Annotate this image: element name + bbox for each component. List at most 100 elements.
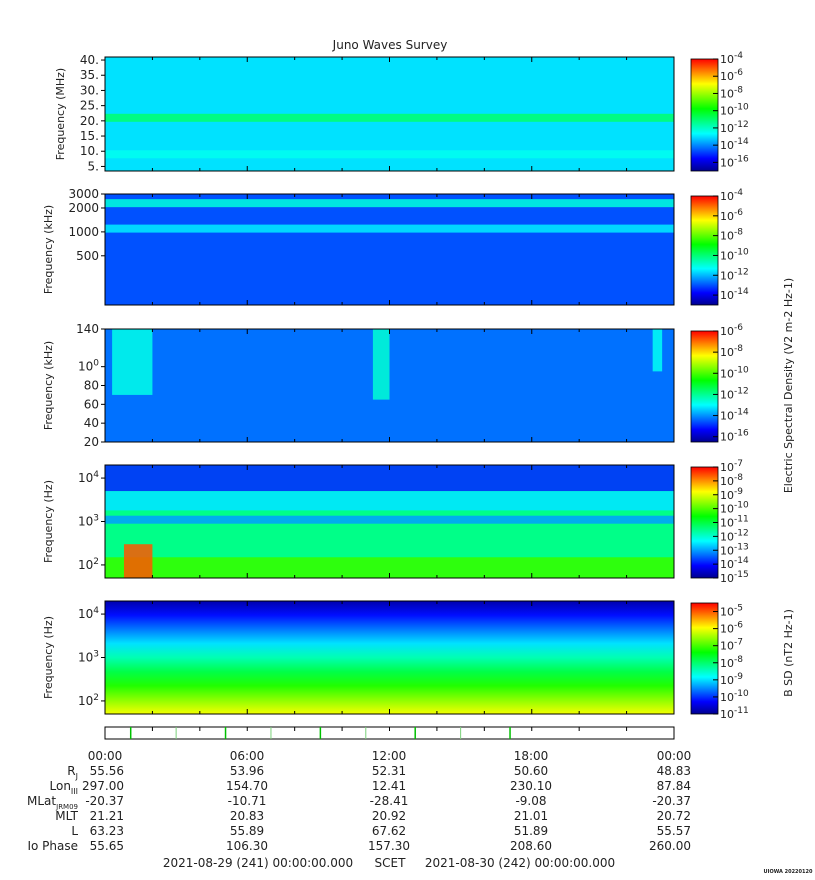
ephemeris-value: 20.83	[230, 809, 264, 823]
colorbar-tick-label: 10-6	[720, 323, 743, 338]
y-tick-label: 5.	[88, 159, 99, 173]
colorbar-tick-label: 10-7	[720, 638, 743, 653]
y-tick-label: 20	[84, 435, 99, 449]
ephemeris-value: 297.00	[82, 779, 124, 793]
footer: 2021-08-29 (241) 00:00:00.000 SCET 2021-…	[163, 856, 813, 875]
colorbar-tick-label: 10-16	[720, 429, 749, 444]
colorbar-tick-label: 10-5	[720, 604, 743, 619]
y-tick-label: 103	[78, 650, 99, 665]
colorbar-tick-label: 10-15	[720, 570, 749, 585]
ephemeris-row: L 63.23 55.89 67.62 51.89 55.57	[71, 824, 691, 838]
ephemeris-value: -20.37	[652, 794, 691, 808]
ephemeris-value: 55.57	[657, 824, 691, 838]
y-tick-label: 102	[78, 557, 99, 572]
ephemeris-row: LonIII 297.00 154.70 12.41 230.10 87.84	[50, 779, 692, 796]
y-tick-label: 2000	[68, 201, 99, 215]
colorbar-label: Electric Spectral Density (V2 m-2 Hz-1)	[782, 278, 795, 493]
colorbar-tick-label: 10-12	[720, 528, 749, 543]
ephemeris-row: MLT 21.21 20.83 20.92 21.01 20.72	[55, 809, 691, 823]
colorbar-tick-label: 10-8	[720, 344, 743, 359]
colorbar-tick-label: 10-10	[720, 365, 749, 380]
colorbar	[690, 330, 719, 443]
footer-start-time: 2021-08-29 (241) 00:00:00.000	[163, 856, 353, 870]
ephemeris-value: 21.21	[90, 809, 124, 823]
emission-patch	[112, 329, 153, 395]
y-axis-label: Frequency (Hz)	[42, 480, 55, 563]
y-axis-label: Frequency (MHz)	[54, 68, 67, 160]
ephemeris-value: 230.10	[510, 779, 552, 793]
spectrogram-background	[105, 194, 674, 305]
colorbar-tick-label: 10-6	[720, 621, 743, 636]
y-tick-label: 20.	[80, 114, 99, 128]
ephemeris-value: -10.71	[228, 794, 267, 808]
time-label: 12:00	[372, 749, 407, 763]
emission-patch	[372, 329, 390, 400]
emission-region	[105, 557, 674, 578]
footer-scet-label: SCET	[375, 856, 407, 870]
colorbar-tick-label: 10-11	[720, 515, 749, 530]
time-label: 18:00	[514, 749, 549, 763]
colorbar-tick-label: 10-13	[720, 542, 749, 557]
ephemeris-value: 55.56	[90, 764, 124, 778]
y-tick-label: 140	[76, 322, 99, 336]
colorbar-tick-label: 10-4	[720, 188, 743, 203]
emission-band	[105, 150, 674, 159]
ephemeris-value: 67.62	[372, 824, 406, 838]
ephemeris-value: 157.30	[368, 839, 410, 853]
colorbar-tick-label: 10-8	[720, 85, 743, 100]
y-tick-label: 104	[78, 470, 99, 485]
colorbar-tick-label: 10-4	[720, 51, 743, 66]
colorbar-tick-label: 10-14	[720, 287, 749, 302]
y-tick-label: 102	[78, 693, 99, 708]
ephemeris-value: -9.08	[515, 794, 546, 808]
ephemeris-row-label: RJ	[67, 764, 78, 781]
ephemeris-value: 106.30	[226, 839, 268, 853]
y-tick-label: 25.	[80, 99, 99, 113]
y-tick-label: 60	[84, 397, 99, 411]
y-tick-label: 40	[84, 416, 99, 430]
y-axis-label: Frequency (kHz)	[42, 205, 55, 294]
y-tick-label: 10.	[80, 144, 99, 158]
ephemeris-value: -28.41	[370, 794, 409, 808]
colorbar-tick-label: 10-10	[720, 501, 749, 516]
spectrogram-panels: 40.35.30. 25.20.15.10.5. Frequency (MHz) 10…	[42, 51, 795, 721]
ephemeris-row-label: L	[71, 824, 78, 838]
ephemeris-value: 53.96	[230, 764, 264, 778]
ephemeris-value: 63.23	[90, 824, 124, 838]
time-label: 00:00	[657, 749, 692, 763]
footer-credit: UIOWA 20220120	[764, 869, 813, 875]
ephemeris-value: 87.84	[657, 779, 691, 793]
footer-end-time: 2021-08-30 (242) 00:00:00.000	[425, 856, 615, 870]
y-tick-label: 100	[78, 359, 99, 374]
colorbar-tick-label: 10-9	[720, 672, 743, 687]
y-axis-label: Frequency (kHz)	[42, 341, 55, 430]
colorbar-tick-label: 10-6	[720, 68, 743, 83]
colorbar-tick-label: 10-7	[720, 459, 743, 474]
ephemeris-row-label: MLT	[55, 809, 78, 823]
panel-magnetic: 104 103 102 Frequency (Hz) 10-5 10-6 10-7 10-8 1…	[42, 600, 795, 721]
emission-patch	[123, 544, 153, 578]
ephemeris-value: 20.72	[657, 809, 691, 823]
colorbar-tick-label: 10-8	[720, 228, 743, 243]
ephemeris-row: RJ 55.56 53.96 52.31 50.60 48.83	[67, 764, 691, 781]
ephemeris-row-label: LonIII	[50, 779, 79, 796]
y-tick-label: 104	[78, 606, 99, 621]
colorbar-tick-label: 10-14	[720, 408, 749, 423]
ephemeris-value: 51.89	[514, 824, 548, 838]
y-tick-label: 3000	[68, 187, 99, 201]
ephemeris-row-label: Io Phase	[27, 839, 78, 853]
panel-lfr-low: 104 103 102 Frequency (Hz) 10-710-810-910-10…	[42, 459, 749, 585]
ephemeris-value: 154.70	[226, 779, 268, 793]
chart-title: Juno Waves Survey	[332, 38, 448, 52]
ephemeris-value: 55.65	[90, 839, 124, 853]
colorbar-tick-label: 10-12	[720, 386, 749, 401]
ephemeris-value: 48.83	[657, 764, 691, 778]
colorbar-tick-label: 10-12	[720, 267, 749, 282]
colorbar-tick-label: 10-6	[720, 208, 743, 223]
colorbar-tick-label: 10-10	[720, 103, 749, 118]
y-tick-label: 500	[76, 249, 99, 263]
ephemeris-table: 00:00 06:00 12:00 18:00 00:00 RJ 55.56 53.96 52.…	[27, 726, 692, 853]
ephemeris-value: 50.60	[514, 764, 548, 778]
